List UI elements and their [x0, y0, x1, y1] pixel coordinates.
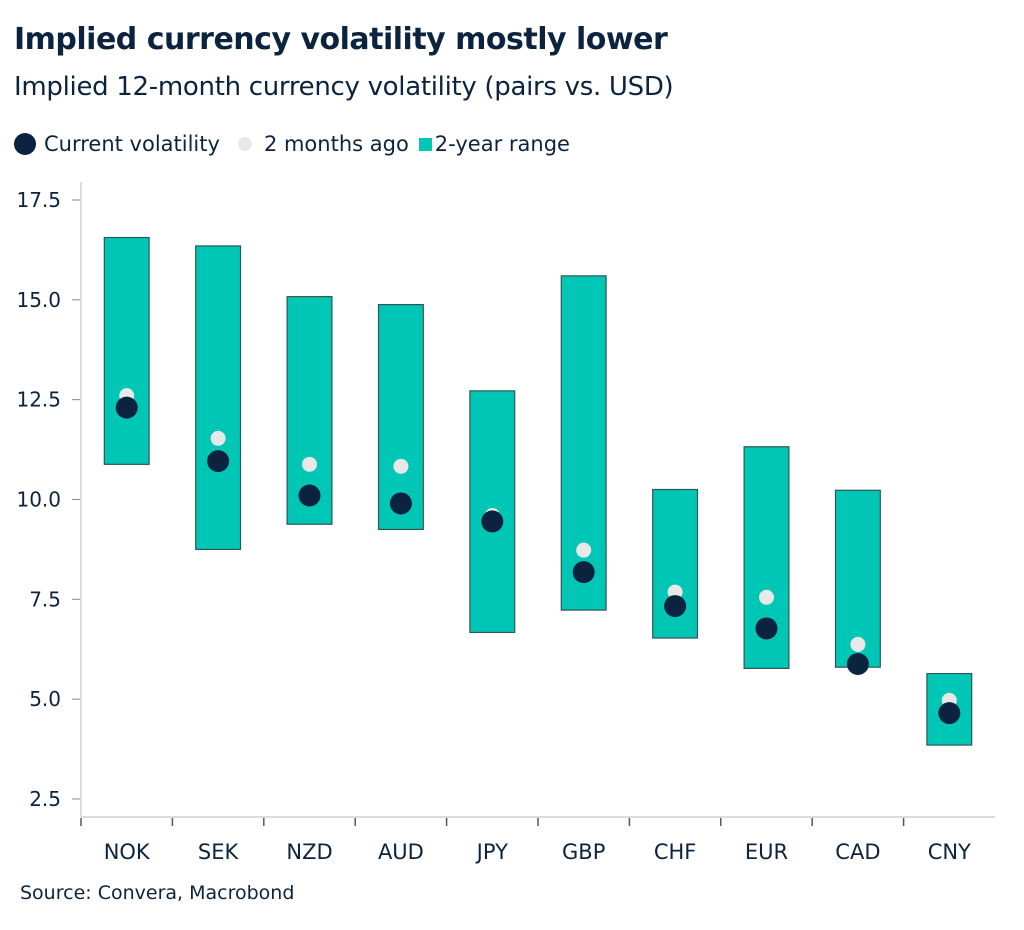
legend-item-current: Current volatility [14, 132, 220, 156]
x-category-label: NOK [104, 840, 151, 864]
dot-current-nok [115, 396, 138, 419]
range-bar-nok [103, 236, 150, 465]
legend-label-current: Current volatility [44, 132, 220, 156]
x-category-label: EUR [745, 840, 788, 864]
x-category-label: CAD [835, 840, 880, 864]
x-category-label: JPY [475, 840, 508, 864]
x-category-label: GBP [562, 840, 605, 864]
x-category-label: SEK [198, 840, 240, 864]
y-tick-label: 12.5 [16, 388, 61, 412]
light-circle-icon [237, 137, 252, 151]
x-category-label: CNY [928, 840, 971, 864]
dot-2-months-ago-sek [210, 430, 226, 446]
x-category-label: CHF [654, 840, 697, 864]
chart-legend: Current volatility 2 months ago 2-year r… [14, 132, 580, 156]
y-tick-label: 17.5 [16, 188, 61, 212]
dark-circle-icon [14, 133, 36, 155]
legend-item-2-months-ago: 2 months ago [230, 132, 409, 156]
range-bars [103, 236, 973, 746]
dot-current-chf [664, 595, 687, 618]
dot-2-months-ago-cad [850, 636, 866, 652]
range-bar-gbp [560, 275, 607, 611]
dots-2-months-ago [119, 388, 957, 708]
dots-current [115, 396, 961, 725]
axes: 2.5 5.0 7.5 10.0 12.5 15.0 17.5 NOK SEK NZD AUD JPY… [16, 182, 995, 864]
dot-current-aud [389, 492, 412, 515]
dot-current-sek [207, 450, 230, 473]
legend-label-2-months-ago: 2 months ago [263, 132, 409, 156]
chart-subtitle: Implied 12-month currency volatility (pa… [14, 72, 674, 102]
x-category-label: AUD [378, 840, 424, 864]
dot-2-months-ago-aud [393, 458, 409, 474]
dot-2-months-ago-eur [759, 589, 774, 605]
source-note: Source: Convera, Macrobond [20, 882, 295, 904]
dot-current-nzd [298, 484, 321, 507]
y-tick-label: 2.5 [29, 787, 61, 811]
dot-current-gbp [572, 561, 595, 584]
teal-square-icon [418, 137, 432, 151]
dot-current-eur [755, 617, 778, 640]
dot-current-jpy [481, 510, 504, 533]
range-bar-aud [377, 304, 424, 531]
legend-label-2-year-range: 2-year range [434, 132, 570, 156]
dot-current-cad [846, 652, 869, 675]
y-tick-label: 15.0 [16, 288, 61, 312]
legend-item-2-year-range: 2-year range [418, 132, 570, 156]
y-tick-label: 5.0 [29, 687, 61, 711]
x-category-label: NZD [286, 840, 332, 864]
y-tick-label: 7.5 [29, 587, 61, 611]
y-tick-label: 10.0 [16, 487, 61, 511]
dot-2-months-ago-gbp [576, 542, 592, 558]
dot-current-cny [938, 702, 961, 725]
range-bar-sek [195, 245, 242, 550]
dot-2-months-ago-nzd [302, 456, 317, 472]
chart-title: Implied currency volatility mostly lower [14, 22, 668, 57]
